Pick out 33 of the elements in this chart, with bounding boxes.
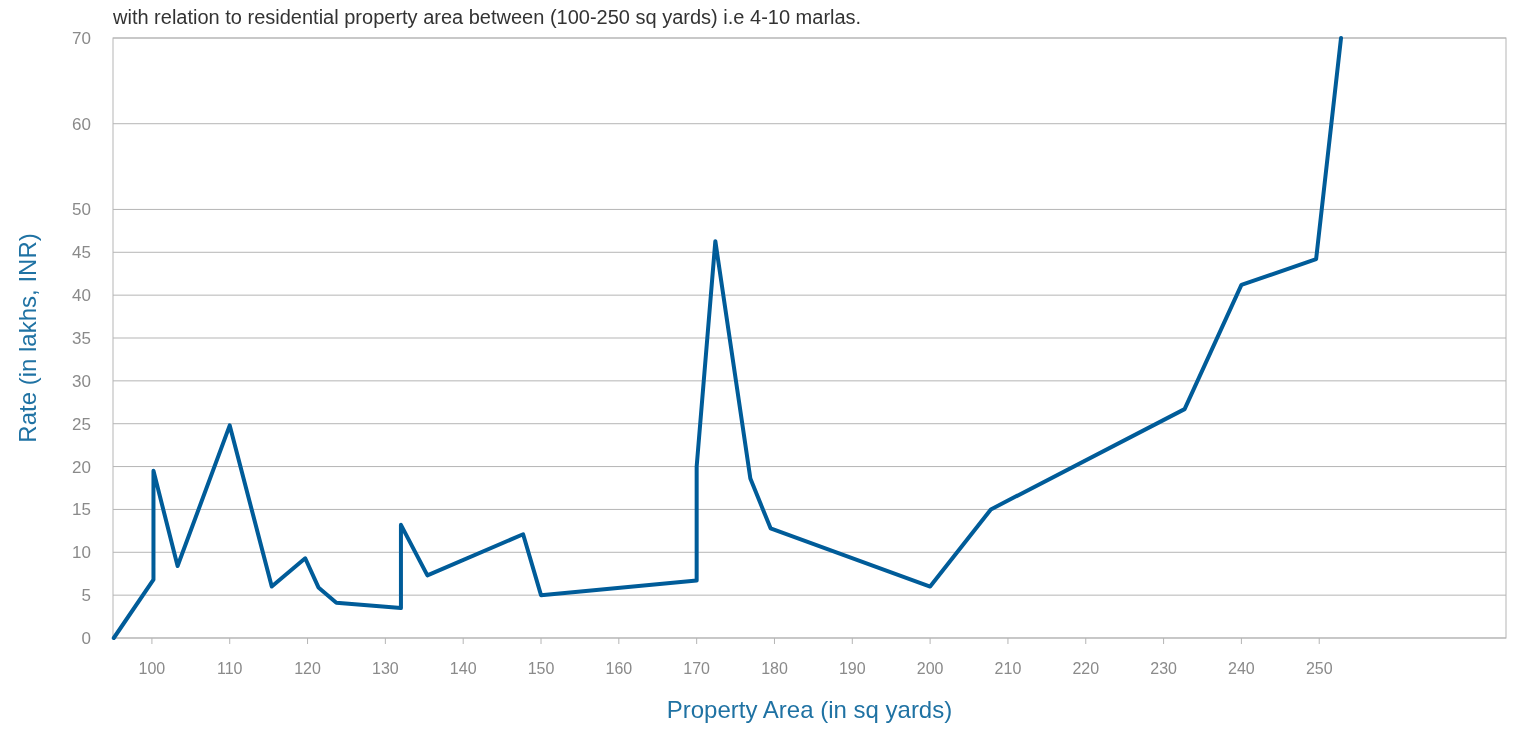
- x-tick-label: 100: [138, 660, 166, 677]
- y-tick-label: 30: [72, 371, 91, 391]
- y-tick-label: 20: [72, 457, 91, 477]
- x-axis-title: Property Area (in sq yards): [666, 696, 953, 723]
- x-tick-label: 140: [449, 660, 477, 677]
- line-series: [111, 36, 1344, 640]
- y-tick-label: 5: [81, 586, 91, 606]
- y-tick-label: 60: [72, 114, 91, 134]
- y-tick-label: 10: [72, 543, 91, 563]
- x-tick-label: 150: [527, 660, 555, 677]
- y-tick-label: 40: [72, 286, 91, 306]
- x-tick-label: 170: [683, 660, 711, 677]
- y-tick-label: 45: [72, 243, 91, 263]
- y-tick-label: 70: [72, 28, 91, 48]
- x-tick-label: 250: [1305, 660, 1333, 677]
- x-tick-label: 120: [294, 660, 321, 677]
- x-tick-label: 200: [916, 660, 944, 677]
- x-tick-label: 160: [605, 660, 633, 677]
- x-tick-label: 190: [838, 660, 866, 677]
- x-tick-label: 130: [372, 660, 399, 677]
- y-axis-title: Rate (in lakhs, INR): [14, 233, 41, 443]
- y-tick-label: 50: [72, 200, 91, 220]
- x-tick-label: 110: [216, 660, 243, 677]
- y-tick-label: 35: [72, 328, 91, 348]
- y-tick-label: 25: [72, 414, 91, 434]
- y-tick-label: 0: [81, 628, 91, 648]
- x-tick-label: 240: [1228, 660, 1255, 677]
- x-tick-label: 180: [761, 660, 788, 677]
- y-tick-label: 15: [72, 500, 91, 520]
- x-tick-label: 210: [994, 660, 1022, 677]
- chart-title: with relation to residential property area between (100-250 sq yards) i.e 4-10 marlas.: [112, 6, 862, 28]
- x-tick-label: 220: [1072, 660, 1100, 677]
- x-tick-label: 230: [1150, 660, 1178, 677]
